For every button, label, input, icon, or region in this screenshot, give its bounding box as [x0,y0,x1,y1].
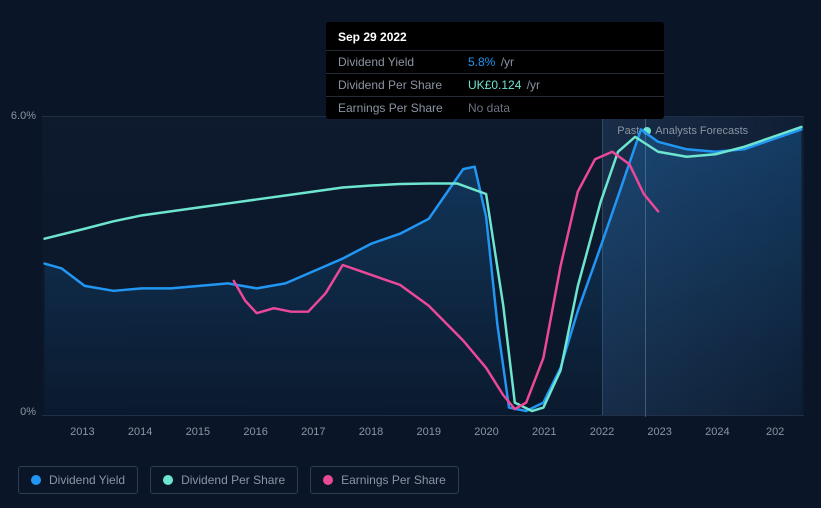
x-tick: 2022 [590,426,614,438]
x-tick: 2017 [301,426,325,438]
tooltip-row: Dividend Yield5.8% /yr [326,50,664,73]
tooltip-label: Dividend Yield [338,55,468,69]
x-tick: 2019 [417,426,441,438]
legend-dot-icon [163,475,173,485]
legend-item[interactable]: Dividend Yield [18,466,138,494]
tooltip-row: Earnings Per ShareNo data [326,96,664,119]
dividend-yield-area [45,129,802,415]
x-axis: 2013201420152016201720182019202020212022… [42,426,804,446]
legend-label: Earnings Per Share [341,473,446,487]
plot-area: Past Analysts Forecasts [42,116,804,416]
legend: Dividend Yield Dividend Per Share Earnings… [18,466,459,494]
tooltip-value: No data [468,101,510,115]
legend-label: Dividend Yield [49,473,125,487]
tooltip-label: Earnings Per Share [338,101,468,115]
tooltip-label: Dividend Per Share [338,78,468,92]
tooltip-value: 5.8% /yr [468,55,514,69]
x-tick: 2018 [359,426,383,438]
x-tick: 2013 [70,426,94,438]
tooltip-row: Dividend Per ShareUK£0.124 /yr [326,73,664,96]
x-tick: 2014 [128,426,152,438]
legend-item[interactable]: Earnings Per Share [310,466,459,494]
y-tick-bottom: 0% [6,406,36,418]
x-tick: 2020 [474,426,498,438]
chart-lines [42,117,804,415]
chart: 6.0% 0% Past Analysts Forecasts 20132014… [18,108,804,428]
x-tick: 202 [766,426,784,438]
legend-dot-icon [31,475,41,485]
x-tick: 2024 [705,426,729,438]
legend-dot-icon [323,475,333,485]
y-tick-top: 6.0% [6,110,36,122]
tooltip-value: UK£0.124 /yr [468,78,540,92]
legend-item[interactable]: Dividend Per Share [150,466,298,494]
x-tick: 2016 [243,426,267,438]
x-tick: 2021 [532,426,556,438]
x-tick: 2023 [647,426,671,438]
tooltip: Sep 29 2022 Dividend Yield5.8% /yrDivide… [326,22,664,119]
legend-label: Dividend Per Share [181,473,285,487]
tooltip-date: Sep 29 2022 [326,22,664,50]
x-tick: 2015 [186,426,210,438]
